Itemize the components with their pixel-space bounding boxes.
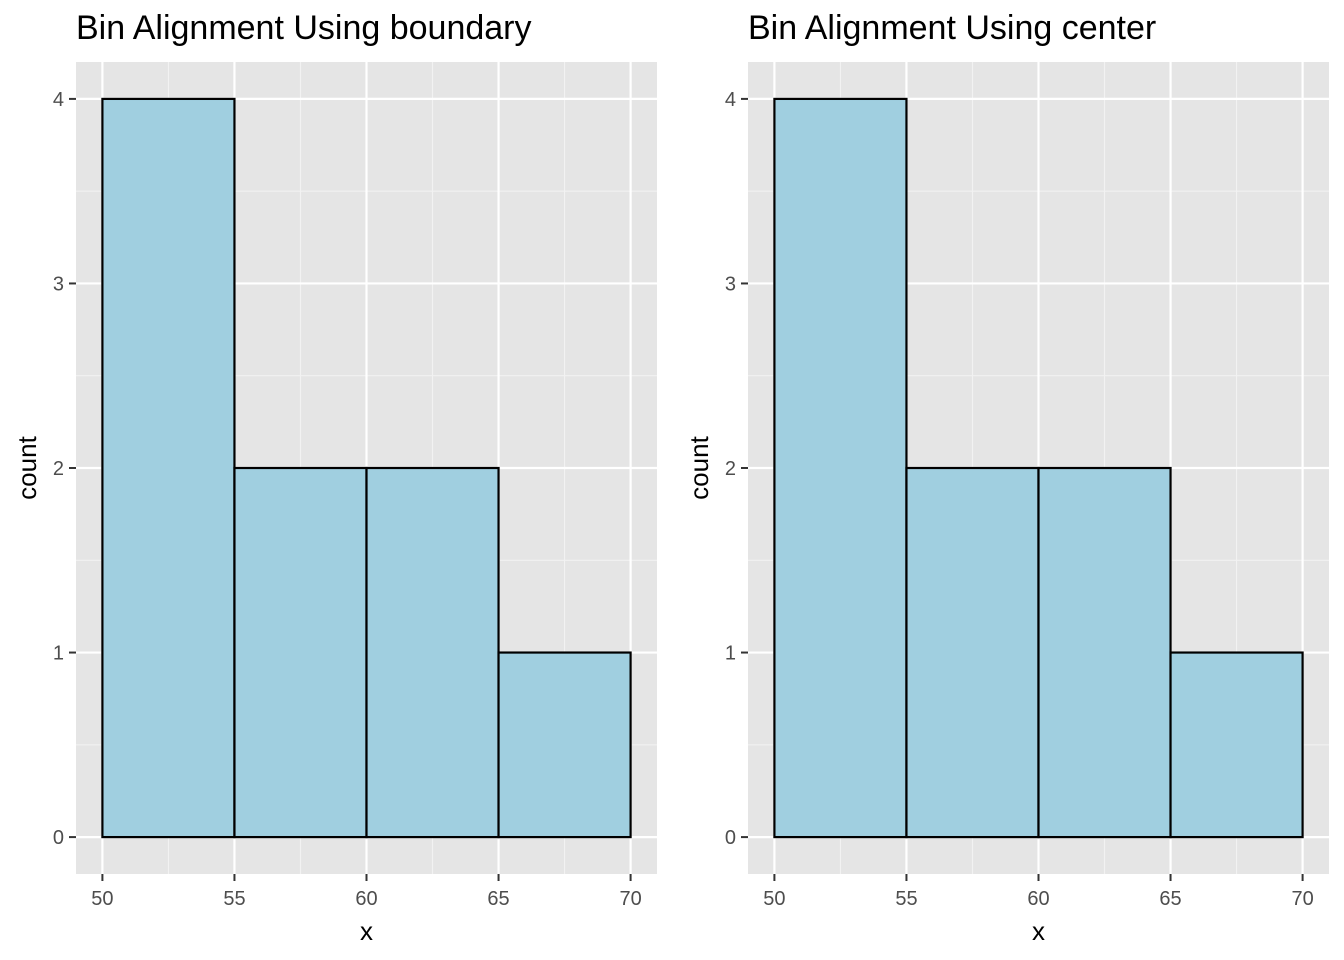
x-tick-label: 65 — [1159, 888, 1181, 910]
x-tick-label: 55 — [223, 888, 245, 910]
histogram-bar — [497, 651, 632, 839]
histogram-bar — [905, 466, 1040, 839]
x-axis-title: x — [1032, 916, 1045, 946]
y-tick-label: 3 — [53, 273, 64, 295]
x-axis-title: x — [360, 916, 373, 946]
histogram-panel-boundary: 50 55 60 65 70 0 1 2 3 4 Bin Alignment Using bound… — [12, 9, 657, 946]
histogram-bar — [773, 97, 908, 839]
y-tick-label: 2 — [725, 458, 736, 480]
histogram-bar — [101, 97, 236, 839]
y-axis-title: count — [12, 435, 42, 499]
x-tick-label: 70 — [619, 888, 641, 910]
panel-title: Bin Alignment Using boundary — [76, 9, 532, 47]
histogram-bar — [1169, 651, 1304, 839]
x-tick-label: 60 — [355, 888, 377, 910]
x-tick-label: 65 — [487, 888, 509, 910]
y-tick-label: 1 — [53, 643, 64, 665]
y-tick-label: 4 — [53, 89, 64, 111]
x-tick-label: 50 — [91, 888, 113, 910]
x-tick-label: 50 — [763, 888, 785, 910]
y-tick-label: 3 — [725, 273, 736, 295]
y-axis-title: count — [684, 435, 714, 499]
y-tick-label: 1 — [725, 643, 736, 665]
y-tick-label: 4 — [725, 89, 736, 111]
x-tick-label: 55 — [895, 888, 917, 910]
y-tick-label: 0 — [53, 827, 64, 849]
x-tick-label: 70 — [1291, 888, 1313, 910]
histogram-bar — [1037, 466, 1172, 839]
histogram-bar — [233, 466, 368, 839]
histogram-panel-center: 50 55 60 65 70 0 1 2 3 4 Bin Alignment Using cente… — [684, 9, 1329, 946]
y-tick-label: 0 — [725, 827, 736, 849]
histogram-bar — [365, 466, 500, 839]
y-tick-label: 2 — [53, 458, 64, 480]
x-tick-label: 60 — [1027, 888, 1049, 910]
panel-title: Bin Alignment Using center — [748, 9, 1156, 47]
